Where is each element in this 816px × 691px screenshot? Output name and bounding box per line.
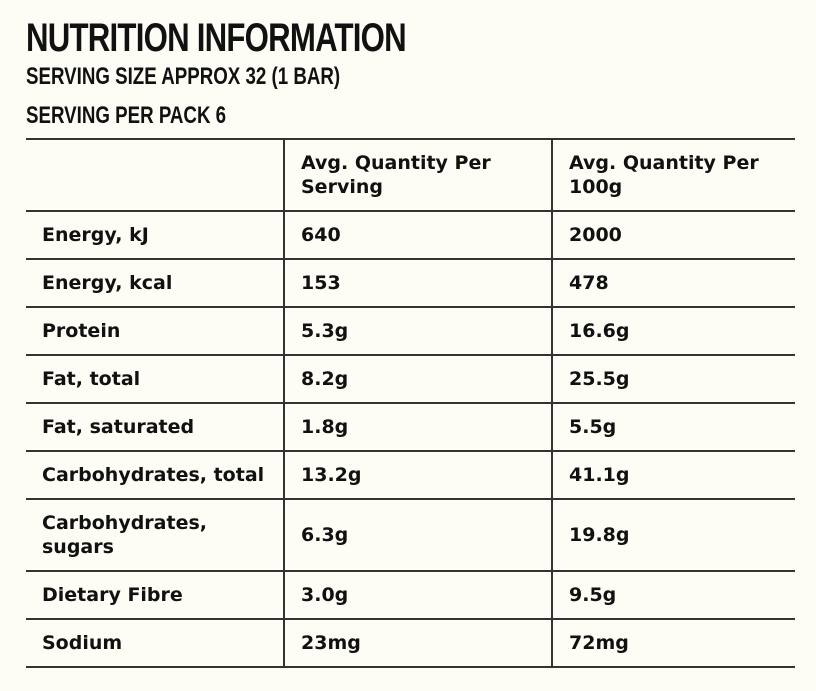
per-100g-value: 5.5g xyxy=(551,402,795,452)
per-serving-value: 5.3g xyxy=(283,306,552,356)
nutrient-name: Carbohydrates, total xyxy=(26,450,284,500)
table-row: Sodium 23mg 72mg xyxy=(26,618,795,668)
nutrient-name: Fat, total xyxy=(26,354,284,404)
table-row: Energy, kJ 640 2000 xyxy=(26,210,795,260)
table-row: Energy, kcal 153 478 xyxy=(26,258,795,308)
nutrient-name: Fat, saturated xyxy=(26,402,284,452)
nutrient-name: Sodium xyxy=(26,618,284,668)
per-serving-value: 153 xyxy=(283,258,552,308)
per-100g-value: 72mg xyxy=(551,618,795,668)
per-100g-value: 19.8g xyxy=(551,498,795,572)
serving-size-text: SERVING SIZE APPROX 32 (1 BAR) xyxy=(26,63,341,90)
column-header-per-100g: Avg. Quantity Per 100g xyxy=(551,138,795,212)
nutrient-name: Carbohydrates, sugars xyxy=(26,498,284,572)
per-100g-value: 41.1g xyxy=(551,450,795,500)
per-100g-value: 9.5g xyxy=(551,570,795,620)
nutrient-name: Dietary Fibre xyxy=(26,570,284,620)
per-100g-value: 2000 xyxy=(551,210,795,260)
per-serving-value: 640 xyxy=(283,210,552,260)
per-serving-value: 6.3g xyxy=(283,498,552,572)
table-row: Fat, saturated 1.8g 5.5g xyxy=(26,402,795,452)
nutrient-name: Protein xyxy=(26,306,284,356)
column-header-nutrient xyxy=(26,138,284,212)
per-serving-value: 3.0g xyxy=(283,570,552,620)
page-title: NUTRITION INFORMATION xyxy=(26,16,407,60)
per-serving-value: 1.8g xyxy=(283,402,552,452)
table-row: Carbohydrates, sugars 6.3g 19.8g xyxy=(26,498,795,572)
nutrition-table: Avg. Quantity Per Serving Avg. Quantity … xyxy=(26,138,795,668)
nutrient-name: Energy, kJ xyxy=(26,210,284,260)
table-row: Carbohydrates, total 13.2g 41.1g xyxy=(26,450,795,500)
table-row: Dietary Fibre 3.0g 9.5g xyxy=(26,570,795,620)
servings-per-pack-text: SERVING PER PACK 6 xyxy=(26,102,227,129)
per-100g-value: 478 xyxy=(551,258,795,308)
table-row: Fat, total 8.2g 25.5g xyxy=(26,354,795,404)
table-header-row: Avg. Quantity Per Serving Avg. Quantity … xyxy=(26,138,795,212)
per-serving-value: 23mg xyxy=(283,618,552,668)
nutrient-name: Energy, kcal xyxy=(26,258,284,308)
per-100g-value: 16.6g xyxy=(551,306,795,356)
per-serving-value: 13.2g xyxy=(283,450,552,500)
column-header-per-serving: Avg. Quantity Per Serving xyxy=(283,138,552,212)
table-row: Protein 5.3g 16.6g xyxy=(26,306,795,356)
per-100g-value: 25.5g xyxy=(551,354,795,404)
per-serving-value: 8.2g xyxy=(283,354,552,404)
